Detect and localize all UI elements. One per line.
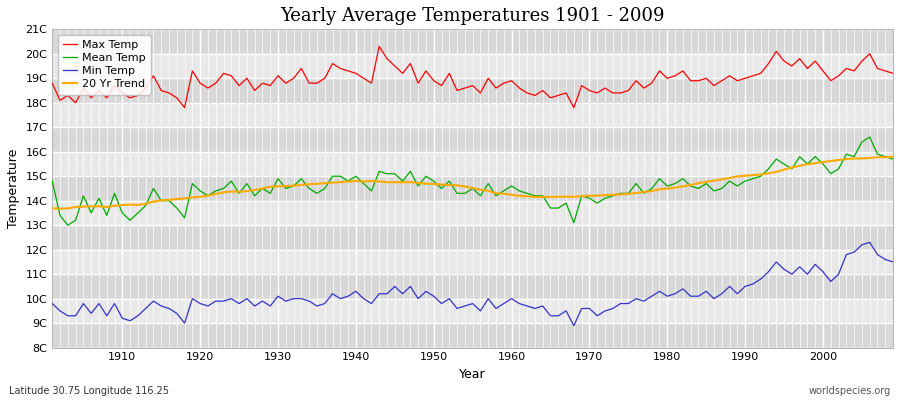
Line: Min Temp: Min Temp: [52, 242, 893, 326]
20 Yr Trend: [47, 206, 58, 211]
20 Yr Trend: [506, 192, 517, 197]
20 Yr Trend: [117, 202, 128, 207]
Min Temp: [887, 260, 898, 264]
20 Yr Trend: [887, 154, 898, 159]
Bar: [52, 127, 893, 152]
Min Temp: [864, 240, 875, 245]
Max Temp: [514, 86, 525, 90]
Bar: [52, 225, 893, 250]
Min Temp: [569, 323, 580, 328]
Text: Latitude 30.75 Longitude 116.25: Latitude 30.75 Longitude 116.25: [9, 386, 169, 396]
Bar: [52, 250, 893, 274]
Text: worldspecies.org: worldspecies.org: [809, 386, 891, 396]
Min Temp: [109, 301, 120, 306]
Mean Temp: [288, 184, 299, 188]
Bar: [52, 176, 893, 201]
20 Yr Trend: [335, 180, 346, 184]
X-axis label: Year: Year: [459, 368, 486, 381]
Min Temp: [281, 299, 292, 304]
Mean Temp: [608, 194, 618, 198]
20 Yr Trend: [514, 194, 525, 198]
Bar: [52, 54, 893, 78]
20 Yr Trend: [608, 192, 618, 197]
Max Temp: [522, 90, 533, 95]
Bar: [52, 152, 893, 176]
20 Yr Trend: [288, 183, 299, 188]
Line: 20 Yr Trend: 20 Yr Trend: [52, 157, 893, 209]
Y-axis label: Temperature: Temperature: [7, 149, 20, 228]
Mean Temp: [887, 157, 898, 162]
Max Temp: [887, 71, 898, 76]
Max Temp: [335, 66, 346, 71]
Title: Yearly Average Temperatures 1901 - 2009: Yearly Average Temperatures 1901 - 2009: [281, 7, 665, 25]
Mean Temp: [117, 210, 128, 215]
Min Temp: [47, 301, 58, 306]
Bar: [52, 274, 893, 299]
Min Temp: [327, 291, 338, 296]
Mean Temp: [514, 188, 525, 193]
Max Temp: [47, 81, 58, 86]
Bar: [52, 78, 893, 103]
Mean Temp: [47, 179, 58, 184]
Legend: Max Temp, Mean Temp, Min Temp, 20 Yr Trend: Max Temp, Mean Temp, Min Temp, 20 Yr Tre…: [58, 35, 151, 95]
Max Temp: [109, 83, 120, 88]
Mean Temp: [335, 174, 346, 179]
Min Temp: [499, 301, 509, 306]
Bar: [52, 299, 893, 323]
Line: Mean Temp: Mean Temp: [52, 137, 893, 225]
Mean Temp: [62, 223, 73, 228]
Max Temp: [616, 90, 626, 95]
Max Temp: [374, 44, 384, 49]
Min Temp: [608, 306, 618, 311]
Min Temp: [506, 296, 517, 301]
Max Temp: [288, 76, 299, 81]
Bar: [52, 103, 893, 127]
Mean Temp: [864, 135, 875, 140]
Line: Max Temp: Max Temp: [52, 46, 893, 108]
Max Temp: [179, 105, 190, 110]
Mean Temp: [506, 184, 517, 188]
Bar: [52, 323, 893, 348]
20 Yr Trend: [55, 206, 66, 211]
Bar: [52, 29, 893, 54]
Bar: [52, 201, 893, 225]
